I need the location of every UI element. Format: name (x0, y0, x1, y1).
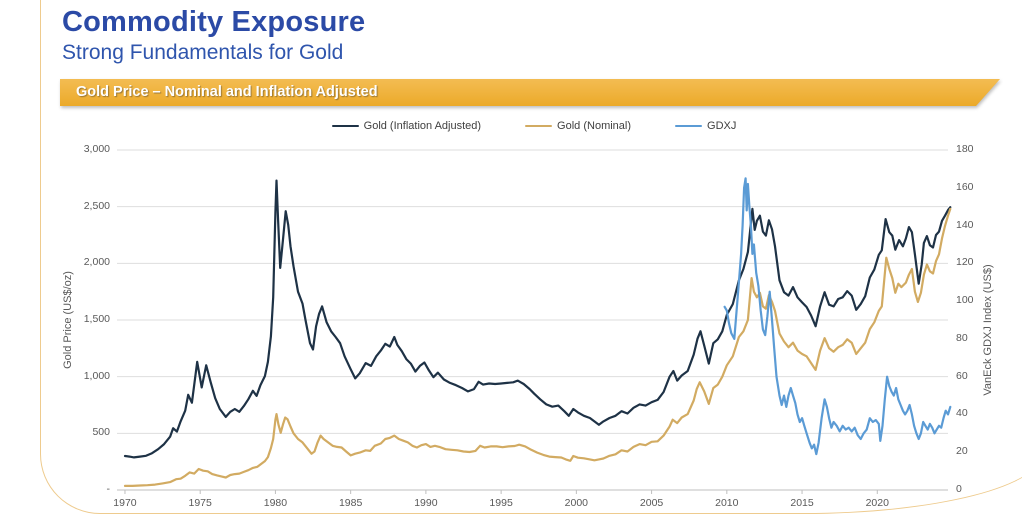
x-axis-tick-label: 1990 (414, 497, 438, 509)
legend-swatch (675, 124, 703, 128)
left-axis-tick-label: 500 (92, 426, 110, 439)
legend-item: GDXJ (675, 120, 736, 132)
x-axis-tick-label: 2020 (865, 497, 889, 509)
x-axis-tick-label: 1980 (263, 497, 288, 509)
left-axis-tick-label: 2,000 (83, 256, 110, 269)
left-axis-tick-label: 1,500 (83, 313, 110, 325)
right-axis-title: VanEck GDXJ Index (US$) (982, 264, 994, 396)
x-axis-tick-label: 2000 (564, 497, 589, 509)
chart-legend: Gold (Inflation Adjusted) Gold (Nominal) G… (120, 120, 948, 132)
x-axis-tick-label: 1970 (113, 497, 137, 509)
x-axis-tick-label: 1975 (188, 497, 212, 509)
x-axis-tick-label: 1995 (489, 497, 513, 509)
section-banner-shape: Gold Price – Nominal and Inflation Adjus… (60, 79, 1000, 106)
right-axis-tick-label: 120 (956, 256, 974, 269)
right-axis-tick-label: 0 (956, 483, 962, 495)
right-axis-tick-label: 100 (956, 294, 974, 307)
legend-label: Gold (Inflation Adjusted) (363, 120, 482, 132)
page-title: Commodity Exposure (62, 6, 366, 38)
series-line-gold-inflation-adjusted- (123, 179, 952, 459)
legend-label: GDXJ (707, 120, 737, 132)
legend-item: Gold (Inflation Adjusted) (331, 120, 482, 132)
left-axis-tick-label: 3,000 (83, 143, 110, 155)
right-axis-tick-label: 20 (956, 445, 968, 458)
x-axis-tick-label: 2010 (715, 497, 739, 509)
right-axis-tick-label: 60 (956, 369, 968, 382)
right-axis-tick-label: 180 (956, 143, 974, 155)
x-axis-tick-label: 2005 (639, 497, 664, 509)
legend-swatch (525, 124, 553, 128)
right-axis-tick-label: 40 (956, 407, 968, 420)
left-axis-tick-label: 2,500 (83, 199, 110, 212)
right-axis-tick-label: 140 (956, 218, 974, 231)
series-line-gold-nominal- (123, 207, 952, 487)
legend-swatch (331, 124, 359, 128)
page-subtitle: Strong Fundamentals for Gold (62, 41, 344, 64)
left-axis-tick-label: 1,000 (83, 369, 110, 382)
section-banner: Gold Price – Nominal and Inflation Adjus… (60, 79, 1000, 106)
x-axis-tick-label: 2015 (790, 497, 814, 509)
series-line-gdxj (723, 177, 952, 456)
legend-item: Gold (Nominal) (525, 120, 631, 132)
right-axis-tick-label: 160 (956, 180, 974, 193)
legend-label: Gold (Nominal) (557, 120, 632, 132)
section-banner-label: Gold Price – Nominal and Inflation Adjus… (76, 84, 378, 100)
right-axis-tick-label: 80 (956, 331, 968, 344)
left-axis-tick-label: - (106, 483, 111, 495)
x-axis-tick-label: 1985 (338, 497, 363, 509)
